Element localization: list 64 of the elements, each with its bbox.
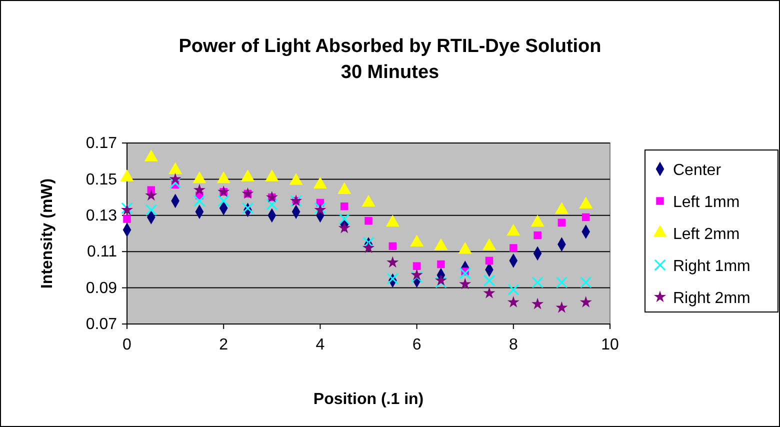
point	[386, 256, 399, 268]
point	[580, 296, 592, 308]
x-tick-label: 8	[508, 336, 518, 354]
point	[435, 276, 447, 288]
point	[410, 271, 423, 283]
y-tick-label: 0.09	[86, 280, 118, 297]
point	[556, 301, 568, 313]
point	[434, 274, 447, 286]
y-axis-title: Intensity (mW)	[39, 178, 56, 289]
point	[266, 198, 278, 210]
legend-label: Center	[673, 162, 722, 179]
point	[145, 189, 158, 201]
x-tick-label: 2	[219, 336, 228, 354]
legend-label: Right 1mm	[673, 258, 750, 275]
point	[218, 186, 230, 197]
x-tick-label: 10	[601, 336, 619, 354]
point	[362, 236, 374, 248]
x-axis-title: Position (.1 in)	[313, 391, 424, 408]
y-tick-label: 0.13	[86, 208, 118, 225]
y-tick-label: 0.07	[86, 316, 118, 334]
x-tick-label: 4	[316, 336, 325, 354]
point	[340, 202, 348, 210]
point	[558, 218, 566, 227]
point	[534, 231, 542, 240]
y-tick-label: 0.11	[87, 244, 118, 261]
legend-label: Left 1mm	[673, 194, 740, 211]
point	[145, 204, 158, 216]
point	[483, 274, 496, 286]
point	[193, 184, 206, 196]
point	[364, 216, 372, 225]
point	[483, 286, 496, 298]
point	[485, 256, 494, 265]
point	[218, 195, 230, 207]
x-tick-label: 0	[122, 336, 132, 354]
point	[169, 176, 182, 189]
point	[582, 213, 590, 222]
point	[338, 213, 350, 225]
point	[169, 172, 182, 184]
point	[412, 262, 421, 270]
point	[510, 244, 518, 252]
point	[338, 222, 350, 234]
legend-label: Right 2mm	[673, 290, 750, 307]
point	[507, 296, 520, 308]
point	[242, 202, 254, 214]
point	[362, 242, 375, 254]
point	[580, 276, 592, 288]
point	[388, 242, 397, 250]
point	[459, 278, 472, 290]
y-tick-label: 0.17	[86, 135, 118, 152]
point	[532, 276, 544, 288]
point	[242, 187, 254, 199]
x-tick-label: 6	[412, 336, 422, 354]
point	[266, 190, 278, 202]
point	[532, 298, 544, 310]
point	[194, 195, 206, 207]
legend-label: Left 2mm	[673, 226, 740, 243]
point	[459, 267, 471, 280]
point	[556, 276, 568, 288]
point	[437, 260, 445, 268]
point	[508, 284, 520, 296]
point	[386, 272, 399, 285]
chart-title: Power of Light Absorbed by RTIL-Dye Solution 30 Minutes	[178, 36, 602, 83]
y-tick-label: 0.15	[86, 171, 118, 188]
point	[410, 268, 423, 280]
